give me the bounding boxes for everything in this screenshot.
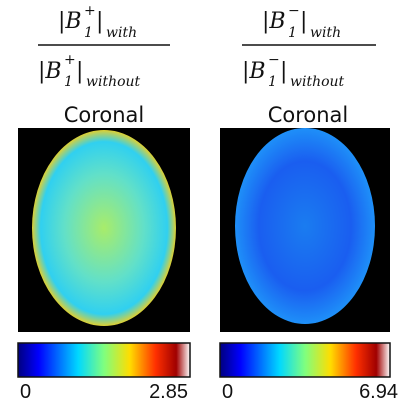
superscript: +: [64, 52, 76, 68]
subscript: without: [290, 74, 345, 90]
subscript: 1: [268, 74, 277, 90]
colorbar-max: 6.94: [359, 381, 398, 403]
symbol: |B: [58, 9, 82, 34]
bar: |: [300, 9, 307, 34]
bar: |: [280, 59, 287, 84]
colorbar: [18, 343, 190, 377]
subscript: 1: [288, 25, 297, 41]
symbol: |B: [242, 59, 266, 84]
symbol: |B: [38, 59, 62, 84]
formula: |B + 1 | with |B + 1 | without: [38, 3, 170, 90]
colorbar-max: 2.85: [149, 381, 188, 403]
bar: |: [96, 9, 103, 34]
formula: |B − 1 | with |B − 1 | without: [242, 3, 376, 90]
colorbar: [220, 343, 390, 377]
superscript: −: [288, 3, 300, 19]
colorbar-min: 0: [20, 381, 31, 403]
panel-title: Coronal: [64, 103, 145, 127]
brain-map: [235, 128, 375, 324]
subscript: without: [86, 74, 141, 90]
brain-map: [32, 130, 176, 326]
subscript: 1: [64, 74, 73, 90]
panel-title: Coronal: [268, 103, 349, 127]
subscript: with: [106, 25, 137, 41]
colorbar-min: 0: [222, 381, 233, 403]
subscript: 1: [84, 25, 93, 41]
subscript: with: [310, 25, 341, 41]
superscript: +: [84, 3, 96, 19]
symbol: |B: [262, 9, 286, 34]
bar: |: [76, 59, 83, 84]
superscript: −: [268, 52, 280, 68]
figure: |B + 1 | with |B + 1 | without Coronal 0…: [0, 0, 401, 403]
